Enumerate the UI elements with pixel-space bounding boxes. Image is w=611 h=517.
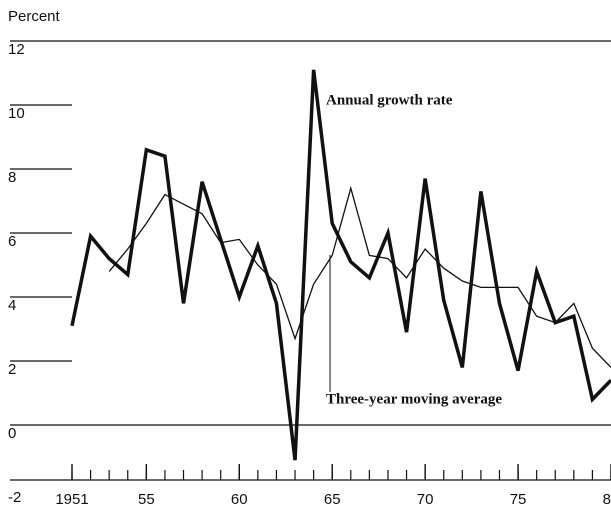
series-line (108, 185, 611, 368)
x-tick-label: 70 (417, 491, 434, 508)
y-tick-label: 4 (8, 297, 16, 314)
x-tick-label: 80 (603, 491, 611, 508)
y-tick-label: 2 (8, 361, 16, 378)
y-tick-label: 8 (8, 169, 16, 186)
x-tick-label: 1951 (55, 491, 88, 508)
x-tick-label: 55 (138, 491, 155, 508)
series-line (70, 69, 611, 461)
y-axis-label: Percent (8, 8, 61, 25)
y-tick-label: 6 (8, 233, 16, 250)
y-tick-label: -2 (8, 489, 21, 506)
x-tick-label: 60 (231, 491, 248, 508)
annotation: Annual growth rate (326, 92, 453, 108)
x-tick-label: 65 (324, 491, 341, 508)
y-tick-label: 12 (8, 41, 25, 58)
annotation: Three-year moving average (326, 391, 502, 407)
x-tick-label: 75 (510, 491, 527, 508)
y-tick-label: 10 (8, 105, 25, 122)
y-tick-label: 0 (8, 425, 16, 442)
